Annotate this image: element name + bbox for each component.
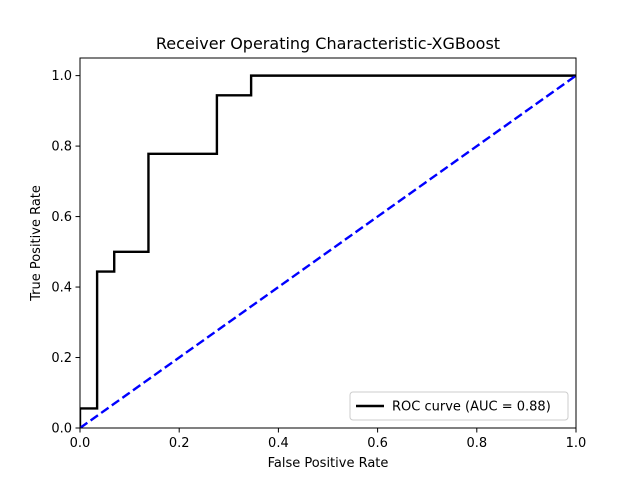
x-tick-label: 1.0 [566, 436, 587, 451]
y-tick-label: 0.2 [51, 351, 72, 366]
roc-curve-line [80, 74, 576, 428]
y-tick-label: 0.8 [51, 140, 72, 155]
y-axis-label: True Positive Rate [29, 185, 44, 302]
x-tick-label: 0.6 [367, 436, 388, 451]
x-axis-label: False Positive Rate [268, 456, 389, 471]
legend: ROC curve (AUC = 0.88) [349, 391, 569, 421]
plot-area: 0.0 0.2 0.4 0.6 0.8 1.0 0.0 0.2 0.4 0.6 0.8 1.0 [51, 57, 587, 451]
legend-box [349, 391, 569, 421]
y-tick-label: 0.4 [51, 281, 72, 296]
legend-label-roc: ROC curve (AUC = 0.88) [392, 400, 551, 415]
y-tick-label: 0.0 [51, 422, 72, 437]
x-tick-label: 0.8 [466, 436, 487, 451]
axes-frame [79, 57, 577, 429]
x-tick-label: 0.4 [268, 436, 289, 451]
x-tick-label: 0.0 [70, 436, 91, 451]
y-tick-label: 1.0 [51, 69, 72, 84]
chart-title: Receiver Operating Characteristic-XGBoos… [156, 34, 500, 53]
x-tick-label: 0.2 [169, 436, 190, 451]
y-tick-label: 0.6 [51, 210, 72, 225]
chance-diagonal-line [80, 74, 576, 428]
series-group [80, 74, 576, 428]
